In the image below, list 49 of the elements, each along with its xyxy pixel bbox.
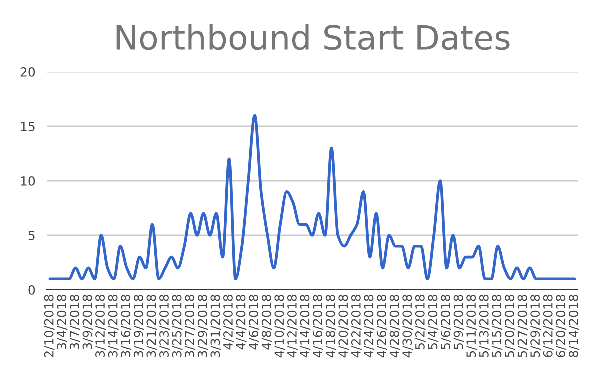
x-tick-label: 3/9/2018 bbox=[82, 295, 94, 350]
x-tick-label: 3/14/2018 bbox=[108, 295, 119, 358]
x-tick-label: 4/20/2018 bbox=[338, 295, 350, 358]
x-tick-label: 4/2/2018 bbox=[224, 295, 234, 350]
x-tick-label: 6/12/2018 bbox=[543, 295, 554, 358]
x-tick-label: 4/18/2018 bbox=[326, 295, 336, 358]
x-tick-label: 4/14/2018 bbox=[300, 295, 311, 358]
y-tick-label: 5 bbox=[28, 231, 35, 240]
x-tick-label: 5/20/2018 bbox=[504, 295, 516, 358]
x-tick-label: 3/12/2018 bbox=[96, 295, 106, 358]
x-tick-label: 3/19/2018 bbox=[134, 295, 144, 358]
y-tick-label: 20 bbox=[20, 67, 36, 77]
x-tick-label: 5/27/2018 bbox=[518, 295, 528, 358]
y-tick-label: 0 bbox=[28, 285, 36, 295]
x-tick-label: 4/30/2018 bbox=[402, 295, 414, 358]
x-tick-label: 5/6/2018 bbox=[441, 295, 452, 350]
x-tick-label: 4/28/2018 bbox=[390, 295, 400, 358]
x-tick-label: 3/27/2018 bbox=[185, 295, 196, 358]
line-series bbox=[48, 114, 576, 280]
x-tick-label: 3/21/2018 bbox=[146, 295, 158, 358]
x-tick-label: 4/8/2018 bbox=[262, 295, 272, 350]
x-tick-label: 3/25/2018 bbox=[172, 295, 183, 358]
x-tick-label: 2/10/2018 bbox=[44, 295, 55, 358]
x-tick-label: 5/2/2018 bbox=[415, 295, 426, 350]
y-tick-label: 15 bbox=[21, 122, 35, 132]
x-tick-label: 4/24/2018 bbox=[364, 295, 375, 358]
chart-title: Northbound Start Dates bbox=[116, 24, 510, 50]
x-tick-label: 3/7/2018 bbox=[70, 295, 80, 350]
x-tick-label: 5/15/2018 bbox=[492, 295, 503, 358]
x-tick-label: 5/29/2018 bbox=[530, 295, 542, 358]
x-tick-label: 4/26/2018 bbox=[377, 295, 388, 358]
x-tick-label: 3/23/2018 bbox=[160, 295, 170, 358]
x-tick-label: 5/4/2018 bbox=[428, 295, 439, 350]
x-tick-label: 4/16/2018 bbox=[313, 295, 324, 358]
x-tick-label: 4/4/2018 bbox=[236, 295, 247, 350]
x-tick-label: 8/14/2018 bbox=[568, 295, 580, 358]
x-tick-label: 4/6/2018 bbox=[249, 295, 260, 350]
x-tick-label: 3/16/2018 bbox=[121, 295, 132, 358]
x-tick-label: 3/29/2018 bbox=[198, 295, 208, 358]
x-tick-label: 4/10/2018 bbox=[274, 295, 286, 358]
x-tick-label: 3/4/2018 bbox=[57, 295, 68, 350]
y-tick-label: 10 bbox=[21, 176, 36, 186]
x-tick-label: 5/9/2018 bbox=[454, 295, 464, 350]
x-tick-label: 4/12/2018 bbox=[287, 295, 298, 358]
x-tick-label: 5/13/2018 bbox=[479, 295, 490, 358]
x-tick-label: 4/22/2018 bbox=[351, 295, 362, 358]
x-tick-label: 6/20/2018 bbox=[556, 295, 567, 358]
x-tick-label: 5/11/2018 bbox=[466, 295, 478, 358]
x-tick-label: 3/31/2018 bbox=[210, 295, 222, 358]
